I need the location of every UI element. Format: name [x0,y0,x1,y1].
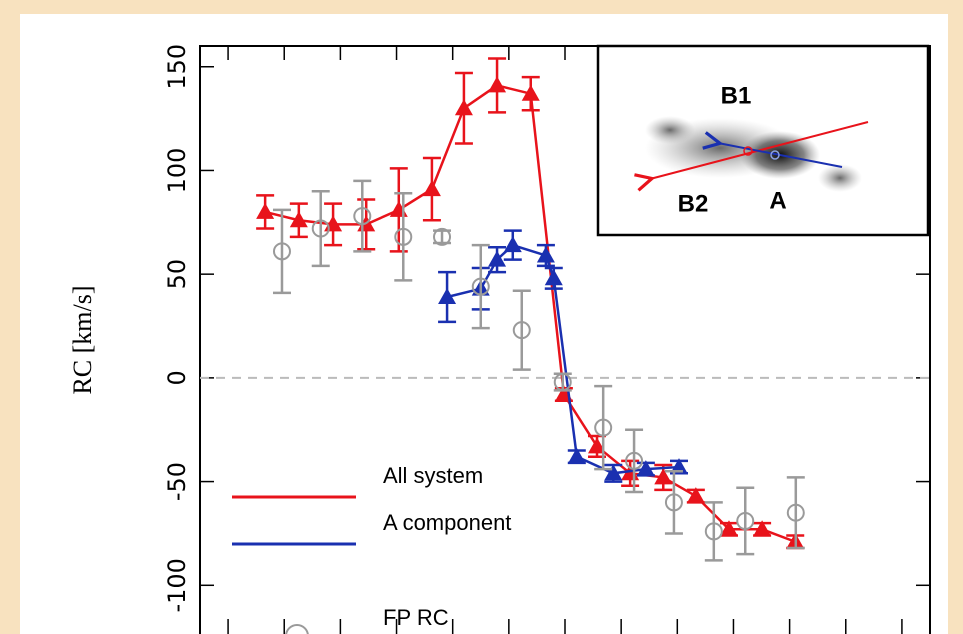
y-tick-label: 50 [163,259,191,290]
triangle-marker [503,236,522,253]
circle-marker [553,373,572,392]
circle-marker [664,493,683,512]
galaxy-blob [818,164,862,192]
circle-marker [471,277,490,296]
triangle-marker [488,250,507,267]
y-tick-label: 0 [163,370,191,385]
error-bar [786,476,805,550]
error-bar [664,469,683,535]
circle-marker [433,227,452,246]
error-bar [272,208,291,295]
triangle-marker [438,287,457,304]
y-axis-label: RC [km/s] [68,285,97,394]
triangle-marker [454,99,473,116]
center-marker [743,146,753,156]
y-tick-label: -50 [163,462,191,501]
y-tick-label: 100 [163,148,191,194]
triangle-marker [488,76,507,93]
triangle-marker [636,460,655,477]
y-tick-label: 150 [163,44,191,90]
circle-marker [394,227,413,246]
triangle-marker [256,202,275,219]
circle-marker [353,207,372,226]
error-bar [736,486,755,556]
triangle-marker [588,437,607,454]
inset-label: A [769,187,786,214]
center-marker [770,150,780,160]
y-tick-label: -100 [163,558,191,612]
inset-label: B1 [721,82,752,109]
circle-marker [736,511,755,530]
error-bar [471,243,490,330]
series-line [446,243,680,475]
legend-label: All system [383,463,483,488]
error-bar [353,179,372,253]
error-bar [394,192,413,282]
triangle-marker [422,180,441,197]
circle-marker [272,242,291,261]
error-bar [625,428,644,494]
triangle-marker [521,84,540,101]
legend-label: A component [383,510,511,535]
circle-marker [512,321,531,340]
circle-marker [625,451,644,470]
circle-marker [594,418,613,437]
triangle-marker [544,269,563,286]
legend-marker [285,624,309,634]
triangle-marker [753,520,772,537]
inset: B1 B2 A [596,44,930,237]
legend-label: FP RC [383,605,449,630]
triangle-marker [654,468,673,485]
circle-marker [786,503,805,522]
circle-marker [704,522,723,541]
legend: All system A component FP RC [232,463,511,634]
error-bar [311,189,330,268]
triangle-marker [289,211,308,228]
error-bar [594,384,613,471]
error-bar [704,501,723,562]
circle-marker [311,219,330,238]
slit-arrow [718,143,843,168]
triangle-marker [536,246,555,263]
triangle-marker [719,520,738,537]
galaxy-blob [645,116,695,144]
triangle-marker [567,447,586,464]
triangle-marker [604,464,623,481]
triangle-marker [686,487,705,504]
error-bar [512,289,531,371]
inset-label: B2 [678,190,709,217]
